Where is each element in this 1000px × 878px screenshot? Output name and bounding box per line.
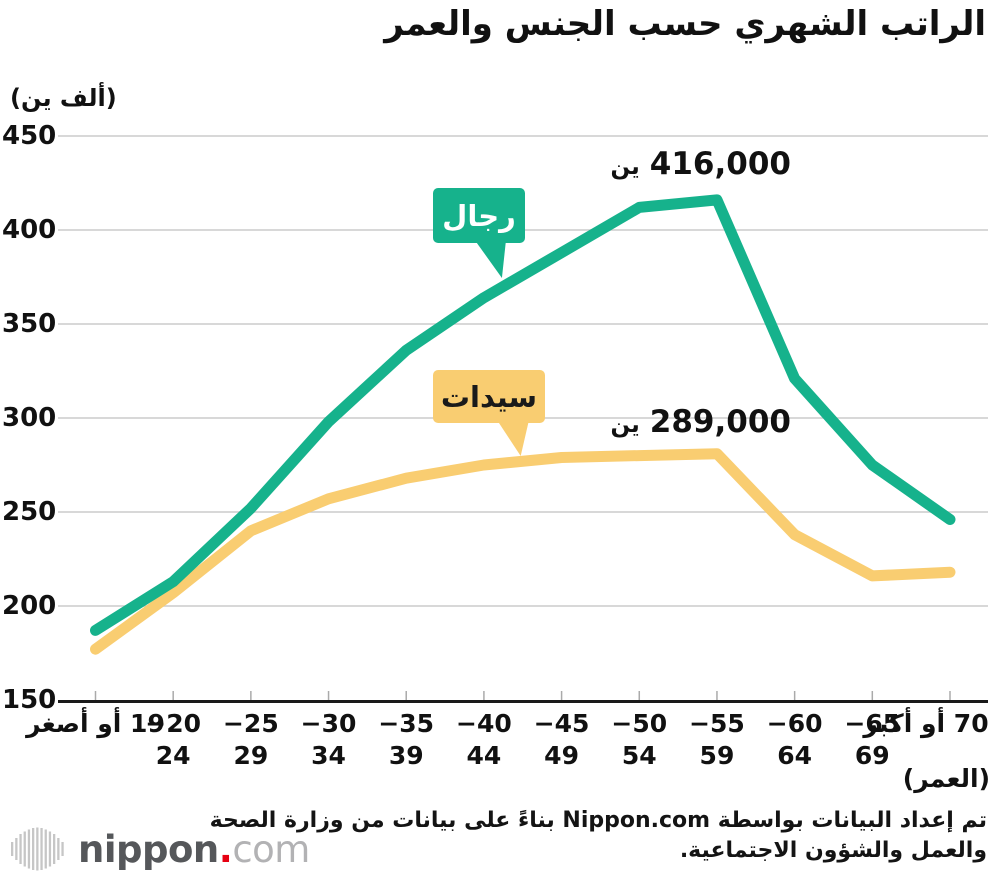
y-tick-label: 400 (2, 215, 57, 245)
source-note: تم إعداد البيانات بواسطة Nippon.com بناء… (210, 806, 987, 866)
x-axis-label: −35 39 (378, 709, 435, 770)
men-peak-annotation: 416,000 ين (610, 146, 791, 182)
x-axis-label: −45 49 (533, 709, 590, 770)
x-axis-label: −40 44 (456, 709, 512, 770)
x-axis-label: −55 59 (689, 709, 745, 770)
women-series-label-text: سيدات (440, 379, 538, 414)
y-tick-label: 350 (2, 309, 57, 339)
x-axis-label: −60 64 (766, 709, 823, 770)
source-note-line1: تم إعداد البيانات بواسطة Nippon.com بناء… (209, 808, 987, 833)
y-axis-unit-label: (ألف ين) (10, 84, 117, 112)
source-note-line2: والعمل والشؤون الاجتماعية. (679, 838, 987, 863)
logo-domain-text: com (232, 827, 310, 871)
y-tick-label: 200 (2, 591, 57, 621)
women-peak-unit: ين (610, 412, 640, 438)
y-tick-label: 250 (2, 497, 57, 527)
y-tick-label: 150 (2, 685, 57, 715)
x-axis-label: −25 29 (222, 709, 279, 770)
y-tick-label: 300 (2, 403, 57, 433)
men-peak-unit: ين (610, 154, 640, 180)
nippon-logo: nippon . com (10, 824, 310, 874)
chart-title: الراتب الشهري حسب الجنس والعمر (384, 4, 986, 44)
x-axis-label: −50 54 (611, 709, 668, 770)
logo-name-text: nippon (78, 827, 219, 871)
men-series-label: رجال (433, 188, 525, 243)
women-peak-value: 289,000 (649, 404, 791, 440)
men-series-label-text: رجال (442, 198, 516, 233)
x-axis-label: 70 أو أكبر (863, 709, 989, 738)
x-axis-title: (العمر) (902, 764, 990, 793)
x-axis-label: −20 24 (145, 709, 202, 770)
men-peak-value: 416,000 (649, 146, 791, 182)
x-axis-label: −30 34 (300, 709, 357, 770)
x-axis-label: −65 69 (844, 709, 901, 770)
x-axis-label: 19 أو أصغر (26, 709, 165, 738)
women-series-label: سيدات (433, 370, 545, 423)
y-tick-label: 450 (2, 121, 57, 151)
nippon-logo-icon (11, 827, 64, 871)
women-peak-annotation: 289,000 ين (610, 404, 791, 440)
logo-dot: . (218, 827, 233, 871)
